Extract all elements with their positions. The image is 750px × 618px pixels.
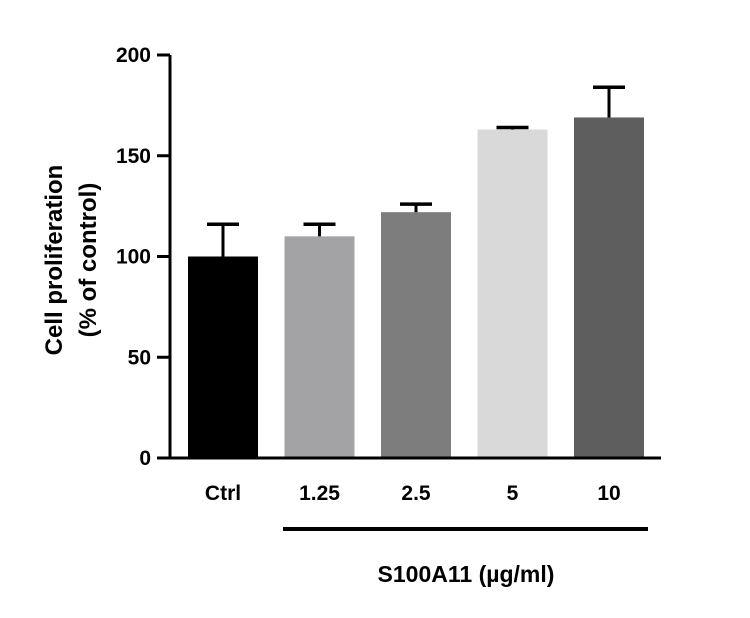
y-axis-title-line2: (% of control)	[75, 183, 102, 338]
x-tick-labels: Ctrl 1.25 2.5 5 10	[205, 482, 621, 505]
bar-3	[477, 129, 548, 458]
y-tick-label-3: 150	[116, 145, 151, 168]
y-axis-title: Cell proliferation (% of control)	[41, 165, 102, 356]
bar-2	[381, 212, 451, 458]
x-tick-label-2: 2.5	[401, 482, 431, 505]
error-bars-layer	[207, 85, 625, 257]
x-tick-label-4: 10	[597, 482, 620, 505]
bar-4	[574, 117, 644, 458]
bars-layer	[188, 117, 644, 458]
y-tick-label-0: 0	[139, 447, 151, 470]
y-tick-label-4: 200	[116, 44, 151, 67]
group-label: S100A11 (µg/ml)	[378, 561, 555, 587]
y-tick-label-2: 100	[116, 246, 151, 269]
y-tick-label-1: 50	[128, 346, 151, 369]
x-tick-label-0: Ctrl	[205, 482, 241, 505]
x-tick-label-3: 5	[507, 482, 519, 505]
y-axis-title-line1: Cell proliferation	[41, 165, 68, 356]
y-ticks: 0 50 100 150 200	[116, 44, 170, 470]
bar-0	[188, 256, 258, 458]
x-tick-label-1: 1.25	[299, 482, 340, 505]
bar-1	[284, 236, 355, 458]
